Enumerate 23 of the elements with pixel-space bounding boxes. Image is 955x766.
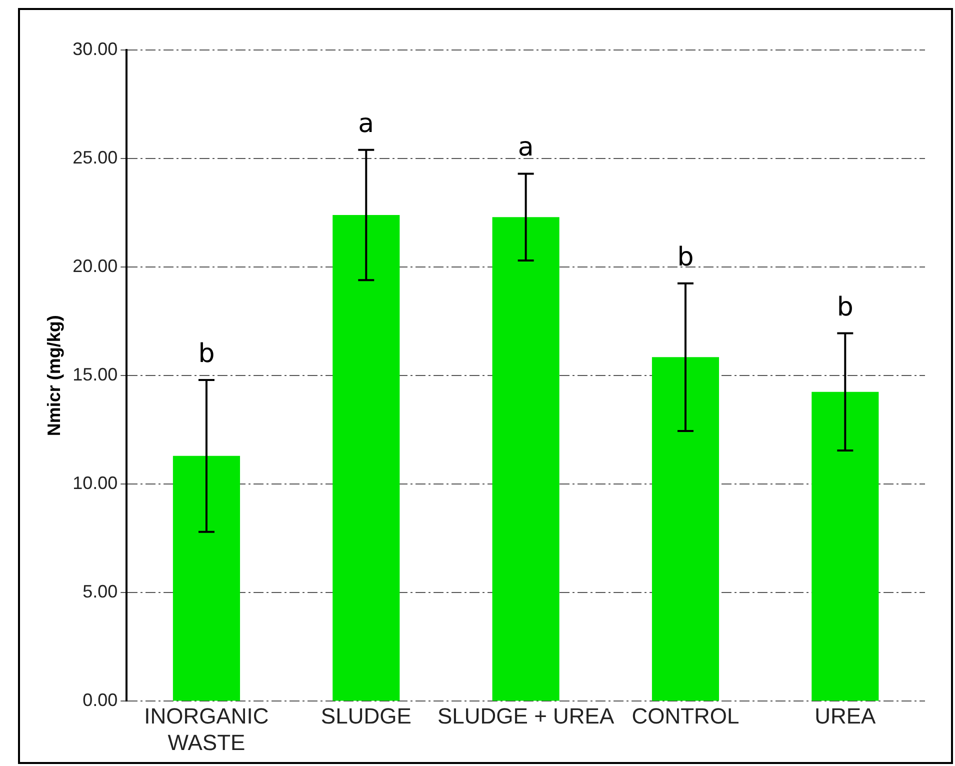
x-tick-label: CONTROL [632, 703, 740, 728]
bar [172, 456, 240, 701]
annotation: a [358, 108, 374, 139]
annotation: b [836, 292, 854, 322]
bar [652, 357, 720, 701]
y-tick-label: 15.00 [72, 364, 118, 385]
bar [492, 217, 560, 701]
y-axis-title: Nmicr (mg/kg) [44, 315, 64, 436]
y-tick-label: 10.00 [72, 473, 118, 494]
annotation: b [198, 338, 215, 369]
bar [812, 392, 879, 701]
x-tick-label: INORGANIC WASTE [144, 703, 269, 755]
annotation: a [518, 132, 534, 163]
y-tick-label: 5.00 [82, 582, 118, 602]
annotation: b [677, 242, 694, 272]
bar [332, 214, 400, 701]
x-tick-label: SLUDGE + UREA [437, 703, 614, 728]
y-tick-label: 25.00 [72, 148, 118, 168]
x-tick-label: SLUDGE [320, 703, 412, 728]
y-tick-label: 0.00 [82, 690, 118, 710]
y-tick-label: 30.00 [72, 38, 118, 59]
x-tick-label: UREA [814, 703, 876, 728]
y-tick-label: 20.00 [72, 256, 118, 276]
